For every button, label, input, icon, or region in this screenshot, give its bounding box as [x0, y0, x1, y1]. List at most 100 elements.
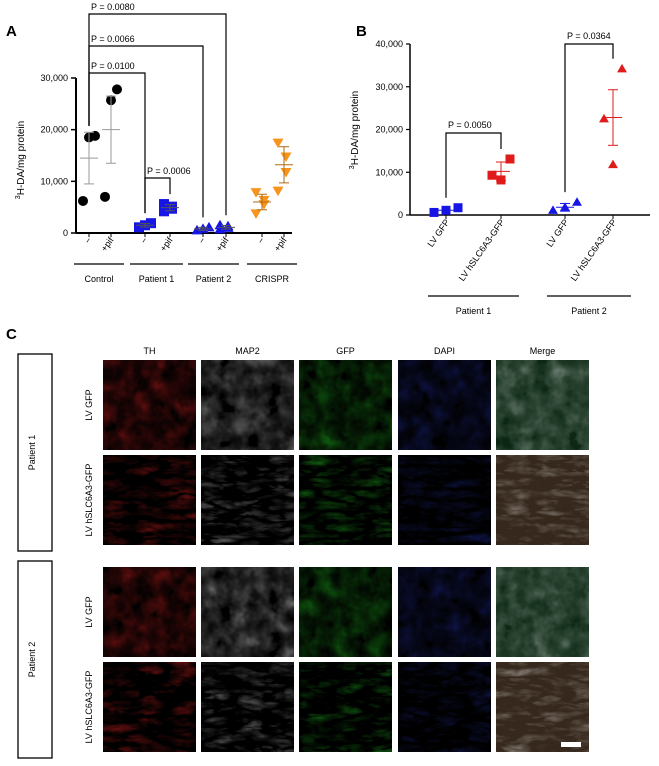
chart-a-p-value: P = 0.0100 — [91, 61, 135, 71]
micrograph-channel-tint — [299, 360, 392, 450]
chart-a-point — [214, 219, 226, 230]
chart-a-y-tick-label: 30,000 — [40, 73, 68, 83]
chart-b-condition-label: LV hSLC6A3-GFP — [569, 217, 619, 282]
chart-a-ylabel: 3H-DA/mg protein — [15, 121, 27, 199]
condition-row-label: LV GFP — [84, 389, 94, 420]
chart-b-condition-label: LV hSLC6A3-GFP — [457, 217, 507, 282]
chart-b-p-value: P = 0.0364 — [567, 31, 611, 41]
chart-b-condition-label: LV GFP — [544, 217, 570, 248]
chart-a-condition-label: − — [138, 235, 149, 245]
chart-a-point — [167, 201, 177, 212]
micrograph-channel-tint — [299, 455, 392, 545]
chart-b: 3H-DA/mg protein 0 10,000 20,000 30,000 40,0… — [349, 31, 650, 316]
channel-label: GFP — [336, 346, 355, 356]
chart-b-y-tick-label: 40,000 — [375, 39, 403, 49]
chart-b-significance-bracket — [564, 43, 614, 193]
chart-a-point — [272, 138, 284, 149]
micrograph-channel-tint — [103, 455, 196, 545]
chart-a-significance-bracket — [88, 72, 146, 214]
chart-b-point — [599, 113, 609, 123]
chart-a-point — [258, 195, 270, 206]
micrograph-channel-tint — [201, 567, 294, 657]
chart-a-point — [146, 218, 156, 229]
chart-a-y-tick-label: 20,000 — [40, 125, 68, 135]
micrograph-channel-tint — [103, 662, 196, 752]
chart-a-significance-bracket — [88, 13, 227, 216]
micrograph-channel-tint — [398, 455, 491, 545]
chart-a-point — [112, 84, 122, 95]
chart-b-point — [608, 159, 618, 169]
chart-a-point — [90, 130, 100, 141]
chart-a-significance-bracket — [88, 45, 204, 218]
micrograph-merge-tint — [496, 662, 589, 752]
chart-a-point — [159, 199, 169, 210]
chart-a-condition-label: +pif — [214, 235, 231, 253]
chart-b-point — [548, 205, 558, 214]
micrograph-channel-tint — [201, 455, 294, 545]
chart-b-point — [617, 63, 627, 73]
chart-a-y-tick-label: 0 — [63, 228, 68, 238]
panel-label-c: C — [6, 326, 17, 343]
imaging-grid: TH MAP2 GFP DAPI Merge Patient 1 LV GFP LV hSLC… — [17, 346, 589, 759]
chart-a-point — [250, 209, 262, 219]
chart-a-p-value: P = 0.0080 — [91, 2, 135, 12]
condition-row-label: LV hSLC6A3-GFP — [84, 464, 94, 537]
chart-a-condition-label: − — [255, 235, 266, 245]
panel-label-b: B — [356, 23, 367, 40]
chart-b-y-tick-label: 10,000 — [375, 167, 403, 177]
chart-b-y-tick-label: 30,000 — [375, 82, 403, 92]
chart-a-group-label: Patient 1 — [139, 274, 175, 284]
chart-a-point — [280, 152, 292, 163]
chart-a-group-label: CRISPR — [255, 274, 290, 284]
chart-b-group-label: Patient 1 — [456, 306, 492, 316]
micrograph-channel-tint — [398, 567, 491, 657]
channel-label: MAP2 — [235, 346, 260, 356]
condition-row-label: LV hSLC6A3-GFP — [84, 671, 94, 744]
micrograph-channel-tint — [299, 662, 392, 752]
chart-a-group-label: Patient 2 — [196, 274, 232, 284]
chart-a-point — [272, 186, 284, 197]
channel-label: Merge — [530, 346, 556, 356]
micrograph-merge-tint — [496, 567, 589, 657]
chart-a-group-label: Control — [84, 274, 113, 284]
micrograph-channel-tint — [201, 360, 294, 450]
micrograph-channel-tint — [398, 360, 491, 450]
micrograph-channel-tint — [299, 567, 392, 657]
micrograph-merge-tint — [496, 360, 589, 450]
chart-b-point — [505, 154, 515, 164]
patient-box — [17, 560, 53, 759]
chart-b-point — [487, 170, 497, 180]
chart-a-point — [78, 195, 88, 206]
channel-label: DAPI — [434, 346, 455, 356]
condition-row-label: LV GFP — [84, 596, 94, 627]
chart-b-y-tick-label: 20,000 — [375, 125, 403, 135]
patient-label: Patient 1 — [27, 435, 37, 471]
patient-box — [17, 353, 53, 552]
chart-a-condition-label: +pif — [99, 235, 116, 253]
micrograph-channel-tint — [398, 662, 491, 752]
chart-b-point — [429, 207, 439, 217]
chart-b-p-value: P = 0.0050 — [448, 120, 492, 130]
chart-b-group-label: Patient 2 — [571, 306, 607, 316]
micrograph-channel-tint — [201, 662, 294, 752]
chart-b-ylabel: 3H-DA/mg protein — [349, 91, 361, 169]
patient-label: Patient 2 — [27, 642, 37, 678]
chart-a-condition-label: +pif — [272, 235, 289, 253]
chart-b-significance-bracket — [445, 132, 502, 198]
chart-a-condition-label: − — [196, 235, 207, 245]
chart-a-y-tick-label: 10,000 — [40, 176, 68, 186]
chart-b-point — [572, 197, 582, 206]
chart-b-y-tick-label: 0 — [398, 210, 403, 220]
chart-a-condition-label: − — [82, 235, 93, 245]
chart-a-point — [203, 221, 215, 232]
chart-a-p-value: P = 0.0006 — [147, 166, 191, 176]
chart-a-condition-label: +pif — [158, 235, 175, 253]
micrograph-channel-tint — [103, 567, 196, 657]
chart-b-point — [453, 203, 463, 213]
micrograph-channel-tint — [103, 360, 196, 450]
chart-a-point — [280, 168, 292, 178]
channel-label: TH — [144, 346, 156, 356]
chart-a-significance-bracket — [144, 177, 171, 214]
chart-b-condition-label: LV GFP — [425, 217, 451, 248]
